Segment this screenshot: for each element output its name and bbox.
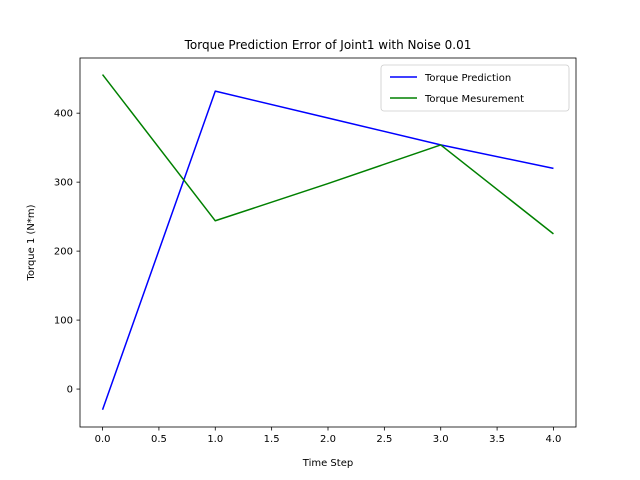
x-tick-label: 0.0 [95, 434, 111, 445]
legend: Torque Prediction Torque Mesurement [380, 64, 570, 112]
plot-area [101, 74, 554, 411]
y-axis-label: Torque 1 (N*m) [26, 204, 37, 281]
x-tick-label: 4.0 [546, 434, 562, 445]
x-tick-label: 1.5 [264, 434, 280, 445]
x-tick-label: 3.5 [489, 434, 505, 445]
y-axis: 0 100 200 300 400 [54, 109, 80, 396]
y-tick-label: 100 [54, 316, 73, 327]
series-line-2 [101, 74, 554, 235]
x-tick-label: 2.5 [376, 434, 392, 445]
legend-box [380, 64, 570, 112]
y-tick-label: 200 [54, 247, 73, 258]
series-line-1 [101, 90, 554, 411]
x-axis: 0.0 0.5 1.0 1.5 2.0 2.5 3.0 3.5 4.0 [95, 427, 562, 445]
x-tick-label: 1.0 [207, 434, 223, 445]
y-tick-label: 400 [54, 109, 73, 120]
x-axis-label: Time Step [302, 458, 353, 469]
legend-label-1: Torque Prediction [424, 73, 511, 84]
x-tick-label: 0.5 [151, 434, 167, 445]
legend-label-2: Torque Mesurement [424, 94, 524, 105]
y-tick-label: 300 [54, 178, 73, 189]
x-tick-label: 2.0 [320, 434, 336, 445]
y-tick-label: 0 [67, 385, 73, 396]
chart-title: Torque Prediction Error of Joint1 with N… [184, 38, 472, 52]
x-tick-label: 3.0 [433, 434, 449, 445]
